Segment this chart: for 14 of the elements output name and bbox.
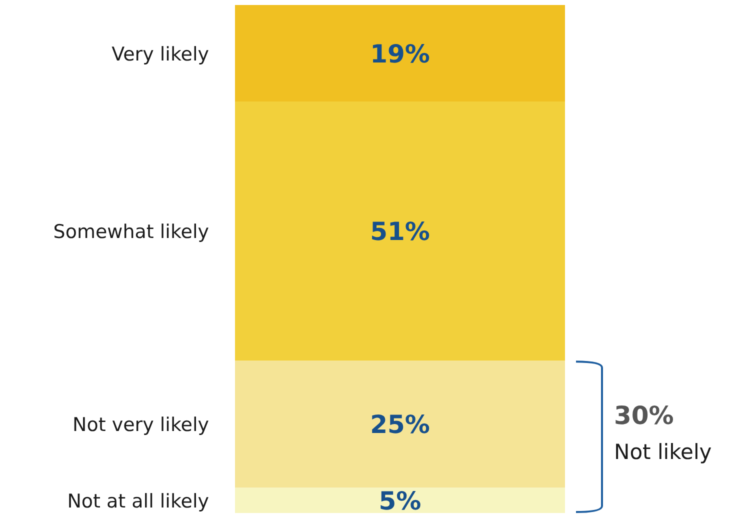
bar [235, 360, 565, 488]
bar [235, 102, 565, 361]
bar [235, 488, 565, 513]
data-label: 25% [370, 410, 430, 440]
text: 30% [614, 400, 674, 430]
series-label: Very likely [112, 43, 209, 66]
data-label: 19% [370, 39, 430, 68]
series-label: Somewhat likely [53, 221, 209, 244]
bar [235, 5, 565, 102]
text: Not likely [614, 440, 712, 464]
data-label: 51% [370, 217, 430, 246]
data-label: 5% [378, 486, 422, 514]
series-label: Not at all likely [67, 490, 209, 512]
series-label: Not very likely [72, 414, 209, 436]
